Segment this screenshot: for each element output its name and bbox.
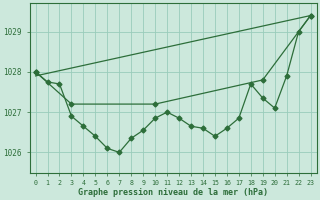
X-axis label: Graphe pression niveau de la mer (hPa): Graphe pression niveau de la mer (hPa) <box>78 188 268 197</box>
